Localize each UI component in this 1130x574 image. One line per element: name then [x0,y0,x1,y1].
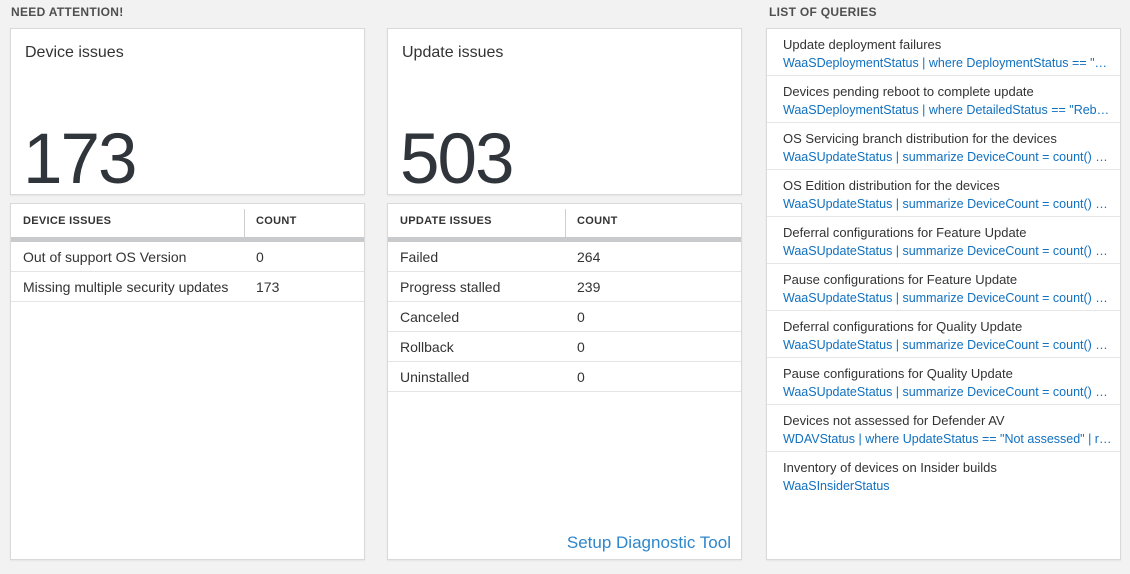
row-count: 0 [577,368,585,385]
query-item-os-servicing-branch[interactable]: OS Servicing branch distribution for the… [767,123,1120,170]
query-title: Update deployment failures [783,37,942,52]
query-item-pause-feature-update[interactable]: Pause configurations for Feature Update … [767,264,1120,311]
row-label: Out of support OS Version [23,248,187,265]
row-label: Progress stalled [400,278,501,295]
query-title: Pause configurations for Feature Update [783,272,1018,287]
query-item-defender-av-not-assessed[interactable]: Devices not assessed for Defender AV WDA… [767,405,1120,452]
query-item-os-edition-distribution[interactable]: OS Edition distribution for the devices … [767,170,1120,217]
query-text: WaaSDeploymentStatus | where DeploymentS… [783,56,1114,70]
query-item-update-deployment-failures[interactable]: Update deployment failures WaaSDeploymen… [767,29,1120,76]
device-issues-title: Device issues [25,44,124,61]
update-issues-table: UPDATE ISSUES COUNT Failed 264 Progress … [387,203,742,560]
device-issues-table: DEVICE ISSUES COUNT Out of support OS Ve… [10,203,365,560]
device-issues-count: 173 [23,120,137,199]
query-item-pause-quality-update[interactable]: Pause configurations for Quality Update … [767,358,1120,405]
table-header-divider-bar [11,237,364,242]
need-attention-section-header: NEED ATTENTION! [11,5,124,19]
row-label: Failed [400,248,439,265]
query-title: OS Edition distribution for the devices [783,178,1000,193]
row-label: Missing multiple security updates [23,278,229,295]
query-text: WaaSInsiderStatus [783,479,890,493]
row-label: Canceled [400,308,460,325]
column-header-count: COUNT [565,204,741,237]
column-header-device-issues: DEVICE ISSUES [23,214,112,227]
query-item-insider-builds-inventory[interactable]: Inventory of devices on Insider builds W… [767,452,1120,499]
table-header-divider-bar [388,237,741,242]
row-count: 0 [577,338,585,355]
list-of-queries-section-header: LIST OF QUERIES [769,5,877,19]
row-count: 0 [256,248,264,265]
query-item-devices-pending-reboot[interactable]: Devices pending reboot to complete updat… [767,76,1120,123]
query-title: Pause configurations for Quality Update [783,366,1013,381]
setup-diagnostic-tool-link[interactable]: Setup Diagnostic Tool [566,533,731,552]
query-title: OS Servicing branch distribution for the… [783,131,1057,146]
query-text: WaaSDeploymentStatus | where DetailedSta… [783,103,1114,117]
query-text: WaaSUpdateStatus | summarize DeviceCount… [783,197,1114,211]
query-text: WaaSUpdateStatus | summarize DeviceCount… [783,385,1114,399]
table-row-progress-stalled[interactable]: Progress stalled 239 [388,272,741,302]
table-row-uninstalled[interactable]: Uninstalled 0 [388,362,741,392]
query-text: WaaSUpdateStatus | summarize DeviceCount… [783,338,1114,352]
query-list-panel: Update deployment failures WaaSDeploymen… [766,28,1121,560]
column-header-update-issues: UPDATE ISSUES [400,214,492,227]
query-title: Deferral configurations for Feature Upda… [783,225,1027,240]
update-issues-tile[interactable]: Update issues 503 [387,28,742,195]
table-row-missing-security-updates[interactable]: Missing multiple security updates 173 [11,272,364,302]
table-row-failed[interactable]: Failed 264 [388,242,741,272]
column-header-count: COUNT [244,204,364,237]
table-row-out-of-support[interactable]: Out of support OS Version 0 [11,242,364,272]
table-row-canceled[interactable]: Canceled 0 [388,302,741,332]
update-issues-count: 503 [400,120,514,199]
row-count: 239 [577,278,601,295]
row-label: Rollback [400,338,454,355]
query-title: Deferral configurations for Quality Upda… [783,319,1023,334]
query-title: Devices not assessed for Defender AV [783,413,1005,428]
query-item-deferral-feature-update[interactable]: Deferral configurations for Feature Upda… [767,217,1120,264]
query-title: Devices pending reboot to complete updat… [783,84,1034,99]
device-issues-table-header: DEVICE ISSUES COUNT [11,204,364,237]
row-label: Uninstalled [400,368,470,385]
query-text: WaaSUpdateStatus | summarize DeviceCount… [783,244,1114,258]
update-issues-title: Update issues [402,44,504,61]
query-text: WaaSUpdateStatus | summarize DeviceCount… [783,150,1114,164]
device-issues-tile[interactable]: Device issues 173 [10,28,365,195]
row-count: 0 [577,308,585,325]
query-text: WaaSUpdateStatus | summarize DeviceCount… [783,291,1114,305]
table-row-rollback[interactable]: Rollback 0 [388,332,741,362]
row-count: 264 [577,248,601,265]
update-issues-table-header: UPDATE ISSUES COUNT [388,204,741,237]
query-text: WDAVStatus | where UpdateStatus == "Not … [783,432,1114,446]
query-title: Inventory of devices on Insider builds [783,460,997,475]
row-count: 173 [256,278,280,295]
query-item-deferral-quality-update[interactable]: Deferral configurations for Quality Upda… [767,311,1120,358]
